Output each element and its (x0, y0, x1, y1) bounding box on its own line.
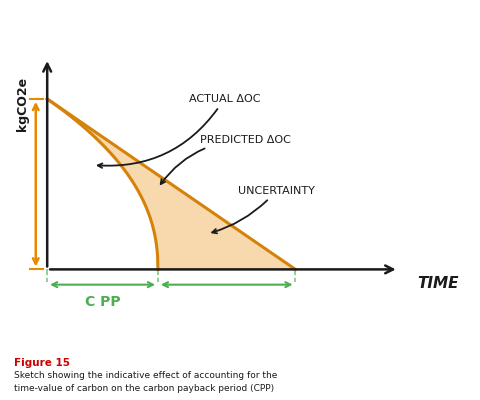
Text: TIME: TIME (418, 276, 459, 291)
Text: Sketch showing the indicative effect of accounting for the
time-value of carbon : Sketch showing the indicative effect of … (14, 371, 278, 393)
Polygon shape (47, 99, 296, 270)
Text: C PP: C PP (85, 295, 120, 309)
Text: UNCERTAINTY: UNCERTAINTY (212, 186, 315, 233)
Text: ACTUAL ΔOC: ACTUAL ΔOC (98, 94, 260, 168)
Text: Figure 15: Figure 15 (14, 358, 71, 368)
Text: kgCO2e: kgCO2e (16, 77, 29, 131)
Text: PREDICTED ΔOC: PREDICTED ΔOC (161, 135, 291, 184)
